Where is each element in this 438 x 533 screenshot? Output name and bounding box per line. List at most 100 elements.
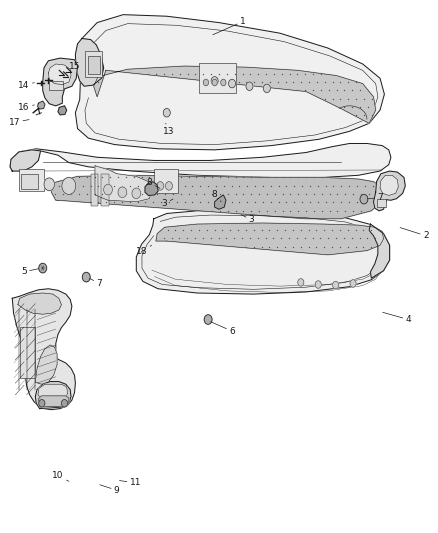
- Point: [251, 111, 258, 119]
- Point: [141, 61, 148, 70]
- Point: [106, 119, 113, 127]
- Point: [75, 173, 82, 182]
- Point: [239, 102, 246, 111]
- Point: [146, 206, 153, 215]
- Point: [95, 198, 102, 206]
- Point: [134, 181, 141, 190]
- Point: [215, 102, 223, 111]
- Point: [239, 53, 246, 61]
- Text: 3: 3: [162, 199, 173, 208]
- Point: [191, 217, 198, 226]
- Point: [381, 206, 388, 215]
- Point: [87, 198, 94, 206]
- Point: [274, 226, 281, 235]
- Point: [200, 53, 207, 61]
- Point: [125, 61, 132, 70]
- Point: [71, 214, 78, 223]
- Point: [290, 226, 297, 235]
- Point: [341, 86, 348, 94]
- Point: [258, 111, 265, 119]
- Bar: [49, 81, 63, 91]
- Point: [219, 78, 226, 86]
- Point: [207, 251, 214, 259]
- Point: [180, 226, 187, 235]
- Point: [200, 69, 207, 78]
- Point: [118, 165, 125, 173]
- Point: [299, 165, 306, 173]
- Point: [87, 214, 94, 223]
- Point: [235, 61, 242, 70]
- Point: [307, 198, 314, 206]
- Point: [345, 61, 352, 70]
- Point: [67, 190, 74, 198]
- Point: [283, 181, 290, 190]
- Polygon shape: [95, 166, 152, 202]
- Point: [184, 119, 191, 127]
- Point: [377, 181, 384, 190]
- Point: [177, 173, 184, 182]
- Point: [286, 102, 293, 111]
- Point: [274, 209, 281, 218]
- Point: [130, 206, 137, 215]
- Point: [307, 214, 314, 223]
- Point: [336, 243, 343, 251]
- Point: [114, 173, 121, 182]
- Point: [309, 217, 316, 226]
- Point: [197, 214, 204, 223]
- Point: [166, 165, 173, 173]
- Point: [294, 86, 301, 94]
- Point: [357, 206, 364, 215]
- Text: 8: 8: [146, 178, 160, 188]
- Point: [248, 190, 255, 198]
- Polygon shape: [35, 345, 57, 384]
- Point: [357, 69, 364, 78]
- Point: [165, 78, 172, 86]
- Point: [141, 78, 148, 86]
- Point: [102, 94, 109, 103]
- Point: [193, 206, 200, 215]
- Point: [173, 111, 180, 119]
- Point: [199, 217, 206, 226]
- Point: [125, 94, 132, 103]
- Point: [204, 111, 211, 119]
- Point: [314, 111, 321, 119]
- Bar: [85, 51, 102, 77]
- Point: [247, 251, 254, 259]
- Point: [122, 190, 129, 198]
- Point: [314, 214, 321, 223]
- Point: [349, 69, 356, 78]
- Point: [56, 214, 63, 223]
- Point: [322, 198, 329, 206]
- Point: [164, 209, 171, 218]
- Point: [360, 243, 367, 251]
- Point: [311, 173, 318, 182]
- Point: [113, 53, 120, 61]
- Point: [98, 86, 105, 94]
- Point: [196, 94, 203, 103]
- Point: [168, 217, 175, 226]
- Point: [60, 173, 67, 182]
- Point: [211, 226, 218, 235]
- Point: [157, 78, 164, 86]
- Point: [361, 181, 368, 190]
- Point: [338, 165, 345, 173]
- Point: [94, 61, 101, 70]
- Point: [113, 69, 120, 78]
- Point: [180, 61, 187, 70]
- Point: [95, 181, 102, 190]
- Point: [239, 119, 246, 127]
- Point: [376, 209, 383, 218]
- Point: [286, 69, 293, 78]
- Point: [305, 209, 312, 218]
- Bar: [154, 169, 178, 193]
- Point: [177, 206, 184, 215]
- Point: [283, 165, 290, 173]
- Point: [322, 214, 329, 223]
- Point: [266, 61, 273, 70]
- Polygon shape: [156, 223, 384, 255]
- Circle shape: [118, 187, 127, 198]
- Point: [231, 102, 238, 111]
- Point: [321, 243, 328, 251]
- Point: [158, 198, 165, 206]
- Text: 9: 9: [100, 484, 120, 495]
